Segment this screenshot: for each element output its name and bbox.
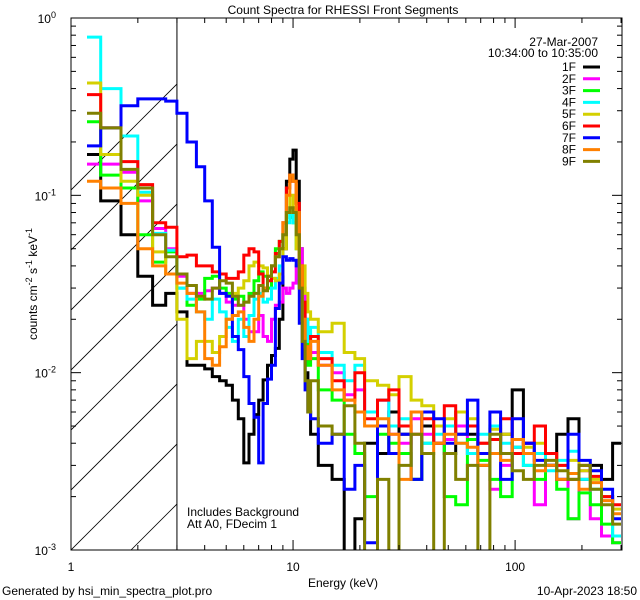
y-tick-label: 10-1 [35, 187, 56, 203]
legend-label-5F: 5F [562, 107, 576, 121]
y-tick-label: 100 [38, 10, 56, 26]
tick-labels: 1 10 100 100 10-1 10-2 10-3 [35, 10, 526, 574]
legend-label-3F: 3F [562, 84, 576, 98]
footer-timestamp: 10-Apr-2023 18:50 [537, 584, 637, 598]
legend-label-6F: 6F [562, 119, 576, 133]
x-tick-label: 10 [286, 560, 300, 574]
x-axis-label: Energy (keV) [308, 576, 378, 590]
legend-label-8F: 8F [562, 143, 576, 157]
y-tick-label: 10-3 [35, 542, 56, 558]
legend-label-2F: 2F [562, 72, 576, 86]
annotation-attenuator: Att A0, FDecim 1 [187, 517, 277, 531]
hatch-line [71, 263, 177, 371]
plot-frame [70, 17, 623, 551]
hatch-line [71, 383, 177, 491]
annotation-background: Includes Background [187, 505, 299, 519]
legend-label-7F: 7F [562, 131, 576, 145]
y-tick-label: 10-2 [35, 365, 56, 381]
hatch-line [71, 443, 177, 550]
footer-generated-by: Generated by hsi_min_spectra_plot.pro [2, 584, 212, 598]
legend-label-1F: 1F [562, 60, 576, 74]
series-9F [87, 111, 621, 550]
x-tick-label: 1 [68, 560, 75, 574]
series-group [87, 35, 621, 550]
legend-label-4F: 4F [562, 95, 576, 109]
axes [70, 17, 623, 551]
x-tick-label: 100 [505, 560, 525, 574]
chart-title: Count Spectra for RHESSI Front Segments [228, 3, 459, 17]
legend-label-9F: 9F [562, 154, 576, 168]
y-axis-label: counts cm-2 s-1 keV-1 [24, 228, 40, 340]
legend-date: 27-Mar-2007 [529, 35, 598, 49]
hatch-line [71, 203, 177, 311]
legend-time-range: 10:34:00 to 10:35:00 [488, 46, 598, 60]
